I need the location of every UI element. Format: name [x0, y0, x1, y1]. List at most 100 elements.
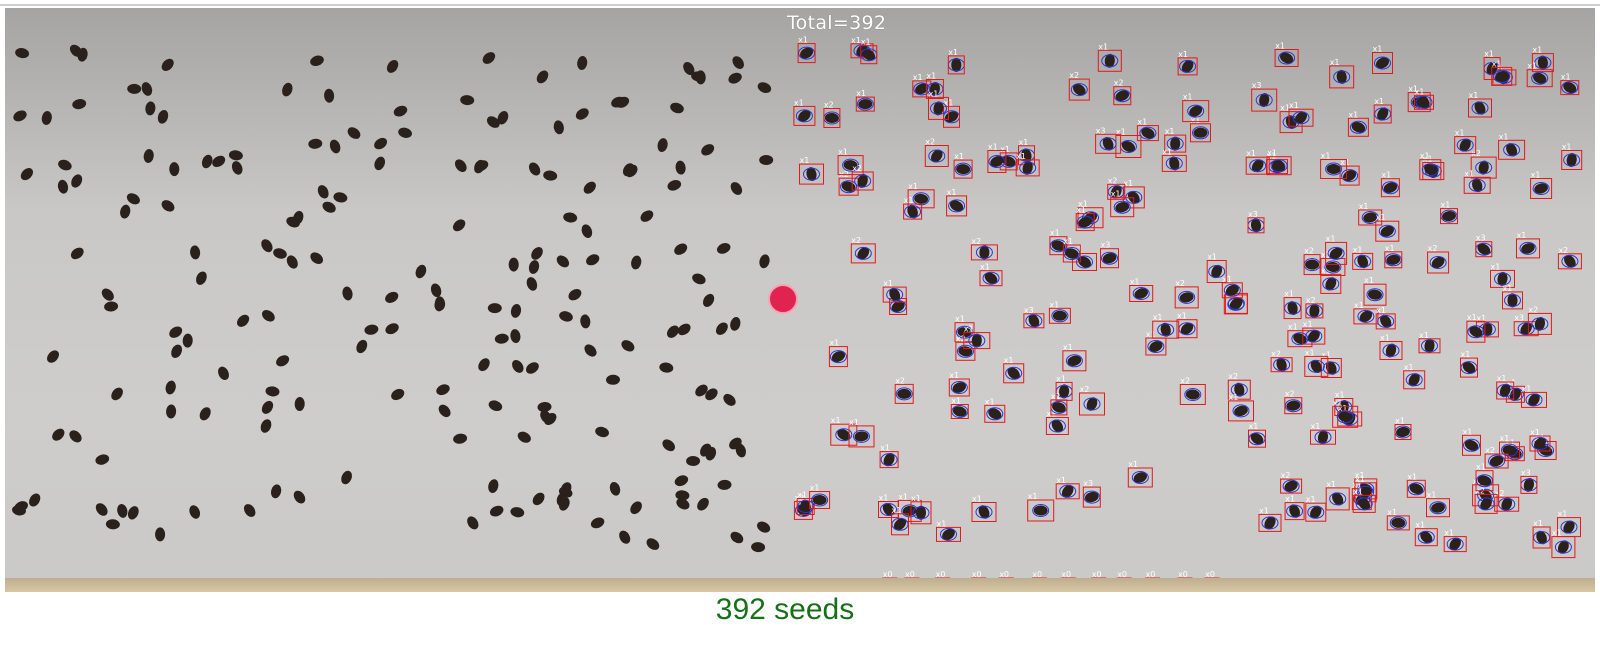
- detection-box: [950, 404, 969, 419]
- detection-box: [984, 404, 1006, 423]
- seed: [674, 475, 689, 487]
- seed: [166, 404, 177, 419]
- detection-count-label: x1: [1326, 234, 1336, 243]
- seed-contour: [1322, 277, 1340, 291]
- detection-count-label: x1: [955, 315, 965, 324]
- seed: [364, 324, 379, 335]
- seed-contour: [1065, 354, 1083, 368]
- detection-box: [947, 55, 965, 75]
- seed-contour: [940, 527, 957, 541]
- detection-box: [1470, 156, 1497, 179]
- seed: [1102, 253, 1117, 264]
- seed: [262, 310, 275, 322]
- detection-count-label: x1: [1326, 480, 1336, 489]
- seed: [674, 243, 688, 255]
- detection-count-label: x1: [838, 148, 848, 157]
- seed: [1329, 247, 1343, 260]
- seed-contour: [1405, 373, 1423, 387]
- detection-count-label: x1: [1321, 266, 1331, 275]
- seed-contour: [854, 174, 872, 188]
- detection-box: [1418, 338, 1441, 354]
- detection-count-label: x1: [1373, 45, 1383, 54]
- seed: [1380, 314, 1392, 328]
- detection-count-label: x1: [1352, 481, 1362, 490]
- detection-count-label: x1: [1130, 278, 1140, 287]
- edge-detection-label: x0: [1061, 570, 1071, 579]
- detection-count-label: x1: [1415, 87, 1425, 96]
- seed: [1418, 95, 1430, 109]
- detection-count-label: x1: [800, 156, 810, 165]
- detection-count-label: x1: [880, 444, 890, 453]
- detection-count-label: x1: [964, 325, 974, 334]
- detection-count-label: x1: [1049, 300, 1059, 309]
- seed: [732, 56, 744, 69]
- seed-contour: [1059, 484, 1077, 498]
- detection-box: [1228, 400, 1254, 422]
- seed: [228, 150, 243, 161]
- detection-count-label: x1: [1078, 200, 1088, 209]
- seed: [1521, 243, 1535, 254]
- detection-count-label: x2: [1271, 350, 1281, 359]
- detection-count-label: x1: [1229, 393, 1239, 402]
- seed: [1363, 212, 1378, 223]
- seed: [1557, 540, 1569, 554]
- seed: [990, 156, 1004, 167]
- seed: [1067, 355, 1082, 366]
- detection-box: [1520, 475, 1538, 494]
- seed: [374, 137, 388, 150]
- seed: [831, 351, 846, 363]
- seed: [1506, 143, 1518, 157]
- seed: [270, 484, 282, 499]
- detection-count-label: x1: [1116, 128, 1126, 137]
- detection-box: [987, 150, 1007, 173]
- detection-count-label: x1: [1423, 155, 1433, 164]
- seed: [956, 164, 971, 175]
- seed-contour: [1415, 95, 1433, 109]
- top-divider: [0, 4, 1600, 6]
- detection-box: [1332, 405, 1359, 428]
- detection-box: [1406, 479, 1426, 498]
- detection-count-label: x1: [1098, 42, 1108, 51]
- seed: [915, 505, 927, 520]
- record-button[interactable]: [768, 284, 798, 314]
- detection-box: [1107, 183, 1126, 200]
- seed: [575, 108, 589, 120]
- seed: [1317, 430, 1329, 445]
- seed: [558, 497, 570, 511]
- seed-contour: [1503, 143, 1521, 157]
- seed: [308, 138, 323, 149]
- seed-contour: [1471, 101, 1489, 115]
- seed: [621, 340, 635, 352]
- seed: [1494, 71, 1509, 82]
- seed: [386, 59, 399, 73]
- seed: [286, 216, 300, 228]
- detection-count-label: x1: [1532, 46, 1542, 55]
- detection-box: [1516, 238, 1540, 259]
- detection-box: [1329, 65, 1355, 89]
- detection-count-label: x2: [794, 493, 804, 502]
- seed: [586, 254, 600, 266]
- seed-contour: [1005, 366, 1023, 380]
- detection-box: [1227, 379, 1251, 400]
- seed-contour: [1361, 211, 1379, 224]
- seed-contour: [1083, 397, 1101, 411]
- detection-box: [1305, 303, 1324, 319]
- seed: [169, 326, 183, 338]
- detection-count-label: x1: [1355, 471, 1365, 480]
- detection-box: [1490, 269, 1515, 288]
- detection-count-label: x1: [1415, 521, 1425, 530]
- seed-contour: [1554, 540, 1572, 554]
- seed: [759, 154, 774, 166]
- detection-count-label: x1: [1562, 143, 1572, 152]
- seed-contour: [1493, 69, 1511, 83]
- seed: [1420, 531, 1433, 544]
- seed: [556, 255, 570, 268]
- detection-box: [1529, 435, 1551, 452]
- seed: [1078, 256, 1091, 268]
- seed: [1059, 384, 1070, 399]
- seed: [261, 400, 274, 414]
- detection-box: [1384, 251, 1403, 269]
- detection-count-label: x1: [1353, 487, 1363, 496]
- seed: [482, 52, 496, 64]
- seed: [952, 382, 967, 393]
